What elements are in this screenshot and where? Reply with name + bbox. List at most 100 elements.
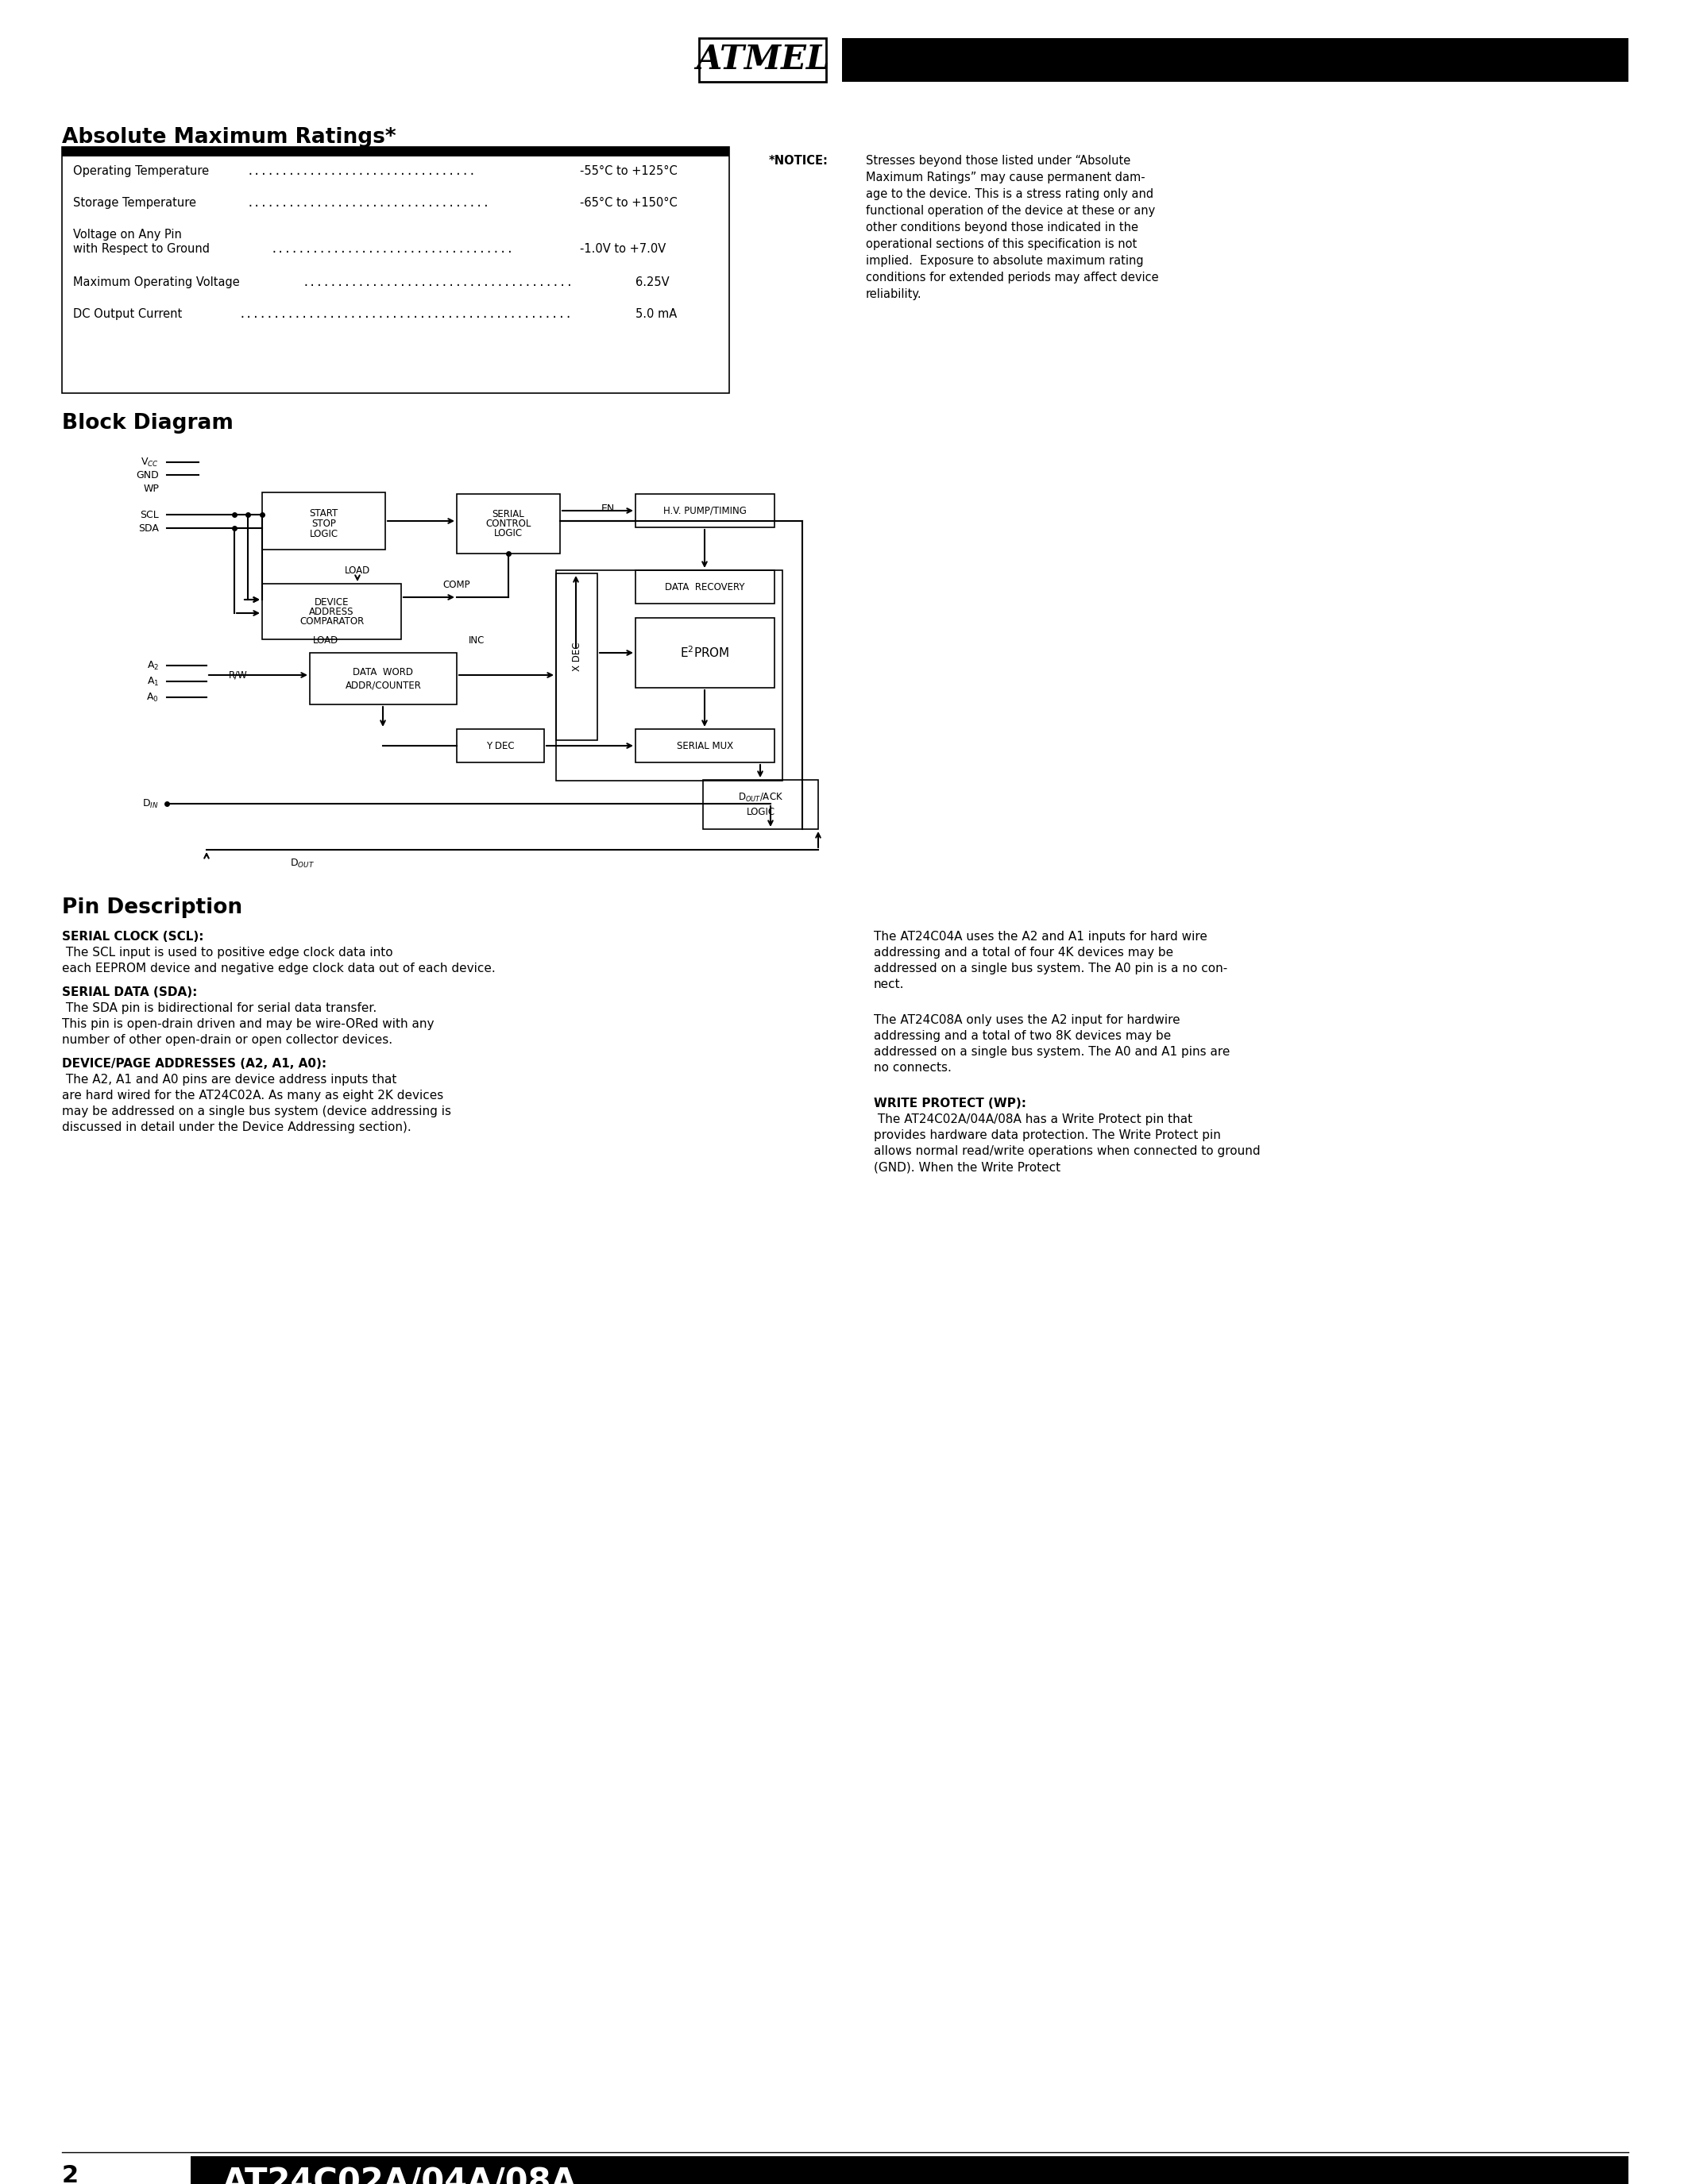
Text: The AT24C04A uses the A2 and A1 inputs for hard wire: The AT24C04A uses the A2 and A1 inputs f… — [874, 930, 1207, 943]
Text: START: START — [309, 509, 338, 518]
Text: age to the device. This is a stress rating only and: age to the device. This is a stress rati… — [866, 188, 1153, 201]
Text: INC: INC — [469, 636, 484, 646]
Text: ...................................: ................................... — [270, 242, 513, 256]
Text: may be addressed on a single bus system (device addressing is: may be addressed on a single bus system … — [62, 1105, 451, 1118]
Bar — [191, 2156, 1629, 2184]
Bar — [555, 574, 598, 740]
Bar — [778, 522, 802, 830]
Text: no connects.: no connects. — [874, 1061, 952, 1075]
Text: SDA: SDA — [138, 522, 159, 533]
Text: A$_2$: A$_2$ — [147, 660, 159, 670]
Text: -1.0V to +7.0V: -1.0V to +7.0V — [581, 242, 665, 256]
Text: DEVICE: DEVICE — [314, 596, 349, 607]
Text: functional operation of the device at these or any: functional operation of the device at th… — [866, 205, 1155, 216]
Text: D$_{OUT}$/ACK: D$_{OUT}$/ACK — [738, 791, 783, 804]
Text: with Respect to Ground: with Respect to Ground — [73, 242, 209, 256]
Bar — [62, 146, 729, 157]
Text: addressing and a total of four 4K devices may be: addressing and a total of four 4K device… — [874, 946, 1173, 959]
Text: number of other open-drain or open collector devices.: number of other open-drain or open colle… — [62, 1033, 393, 1046]
Text: A$_0$: A$_0$ — [147, 692, 159, 703]
Text: Storage Temperature: Storage Temperature — [73, 197, 196, 210]
Text: E$^2$PROM: E$^2$PROM — [680, 646, 729, 660]
Text: (GND). When the Write Protect: (GND). When the Write Protect — [874, 1162, 1060, 1173]
Bar — [262, 583, 402, 640]
Text: addressed on a single bus system. The A0 and A1 pins are: addressed on a single bus system. The A0… — [874, 1046, 1231, 1057]
Text: WRITE PROTECT (WP):: WRITE PROTECT (WP): — [874, 1099, 1026, 1109]
Text: The SCL input is used to positive edge clock data into: The SCL input is used to positive edge c… — [62, 946, 393, 959]
Text: Maximum Operating Voltage: Maximum Operating Voltage — [73, 277, 240, 288]
Text: Pin Description: Pin Description — [62, 898, 243, 917]
Text: operational sections of this specification is not: operational sections of this specificati… — [866, 238, 1138, 251]
Text: LOGIC: LOGIC — [746, 806, 775, 817]
Text: allows normal read/write operations when connected to ground: allows normal read/write operations when… — [874, 1144, 1261, 1158]
Bar — [555, 570, 783, 780]
Text: Operating Temperature: Operating Temperature — [73, 166, 209, 177]
Text: The A2, A1 and A0 pins are device address inputs that: The A2, A1 and A0 pins are device addres… — [62, 1075, 397, 1085]
Bar — [457, 729, 544, 762]
Text: 2: 2 — [62, 2164, 79, 2184]
Text: -65°C to +150°C: -65°C to +150°C — [581, 197, 677, 210]
Text: .......................................: ....................................... — [302, 277, 572, 288]
Text: R/W: R/W — [230, 670, 248, 679]
Bar — [635, 618, 775, 688]
Text: SERIAL CLOCK (SCL):: SERIAL CLOCK (SCL): — [62, 930, 204, 943]
Text: addressing and a total of two 8K devices may be: addressing and a total of two 8K devices… — [874, 1031, 1171, 1042]
Text: Voltage on Any Pin: Voltage on Any Pin — [73, 229, 182, 240]
Bar — [635, 570, 775, 603]
Text: reliability.: reliability. — [866, 288, 922, 299]
Text: ................................................: ........................................… — [238, 308, 572, 321]
Text: The AT24C08A only uses the A2 input for hardwire: The AT24C08A only uses the A2 input for … — [874, 1013, 1180, 1026]
Text: SCL: SCL — [140, 509, 159, 520]
Text: DC Output Current: DC Output Current — [73, 308, 182, 321]
Text: AT24C02A/04A/08A: AT24C02A/04A/08A — [223, 2167, 577, 2184]
Text: LOGIC: LOGIC — [309, 529, 338, 539]
Text: WP: WP — [143, 483, 159, 494]
Text: implied.  Exposure to absolute maximum rating: implied. Exposure to absolute maximum ra… — [866, 256, 1143, 266]
Text: provides hardware data protection. The Write Protect pin: provides hardware data protection. The W… — [874, 1129, 1220, 1142]
Text: DEVICE/PAGE ADDRESSES (A2, A1, A0):: DEVICE/PAGE ADDRESSES (A2, A1, A0): — [62, 1057, 326, 1070]
Text: discussed in detail under the Device Addressing section).: discussed in detail under the Device Add… — [62, 1120, 412, 1133]
Text: ADDR/COUNTER: ADDR/COUNTER — [346, 679, 422, 690]
Text: DATA  WORD: DATA WORD — [353, 666, 414, 677]
Text: Absolute Maximum Ratings*: Absolute Maximum Ratings* — [62, 127, 397, 149]
Text: GND: GND — [137, 470, 159, 480]
Text: ADDRESS: ADDRESS — [309, 607, 354, 616]
Text: Y DEC: Y DEC — [486, 740, 515, 751]
Text: ATMEL: ATMEL — [695, 44, 829, 76]
Text: 5.0 mA: 5.0 mA — [635, 308, 677, 321]
Bar — [457, 494, 560, 553]
Text: each EEPROM device and negative edge clock data out of each device.: each EEPROM device and negative edge clo… — [62, 963, 496, 974]
Text: SERIAL: SERIAL — [493, 509, 525, 520]
Bar — [842, 37, 1629, 81]
Text: This pin is open-drain driven and may be wire-ORed with any: This pin is open-drain driven and may be… — [62, 1018, 434, 1031]
Text: LOAD: LOAD — [312, 636, 339, 646]
Text: nect.: nect. — [874, 978, 905, 989]
Bar — [262, 491, 385, 550]
Text: Block Diagram: Block Diagram — [62, 413, 233, 435]
Text: SERIAL DATA (SDA):: SERIAL DATA (SDA): — [62, 987, 197, 998]
Text: V$_{CC}$: V$_{CC}$ — [140, 456, 159, 467]
Bar — [635, 494, 775, 526]
Text: *NOTICE:: *NOTICE: — [770, 155, 829, 166]
Text: Maximum Ratings” may cause permanent dam-: Maximum Ratings” may cause permanent dam… — [866, 173, 1144, 183]
Text: H.V. PUMP/TIMING: H.V. PUMP/TIMING — [663, 505, 746, 515]
Text: addressed on a single bus system. The A0 pin is a no con-: addressed on a single bus system. The A0… — [874, 963, 1227, 974]
Text: are hard wired for the AT24C02A. As many as eight 2K devices: are hard wired for the AT24C02A. As many… — [62, 1090, 444, 1101]
Text: other conditions beyond those indicated in the: other conditions beyond those indicated … — [866, 221, 1138, 234]
Text: D$_{IN}$: D$_{IN}$ — [142, 797, 159, 810]
Text: COMP: COMP — [442, 579, 471, 590]
Bar — [699, 37, 825, 81]
Text: A$_1$: A$_1$ — [147, 675, 159, 688]
Text: COMPARATOR: COMPARATOR — [299, 616, 365, 627]
Text: .................................: ................................. — [246, 166, 476, 177]
Text: SERIAL MUX: SERIAL MUX — [677, 740, 733, 751]
Text: Stresses beyond those listed under “Absolute: Stresses beyond those listed under “Abso… — [866, 155, 1131, 166]
Text: CONTROL: CONTROL — [486, 518, 532, 529]
Bar — [62, 146, 729, 393]
Text: 6.25V: 6.25V — [635, 277, 670, 288]
Text: STOP: STOP — [311, 518, 336, 529]
Text: LOAD: LOAD — [344, 566, 370, 577]
Text: ...................................: ................................... — [246, 197, 490, 210]
Bar — [635, 729, 775, 762]
Text: LOGIC: LOGIC — [495, 529, 523, 539]
